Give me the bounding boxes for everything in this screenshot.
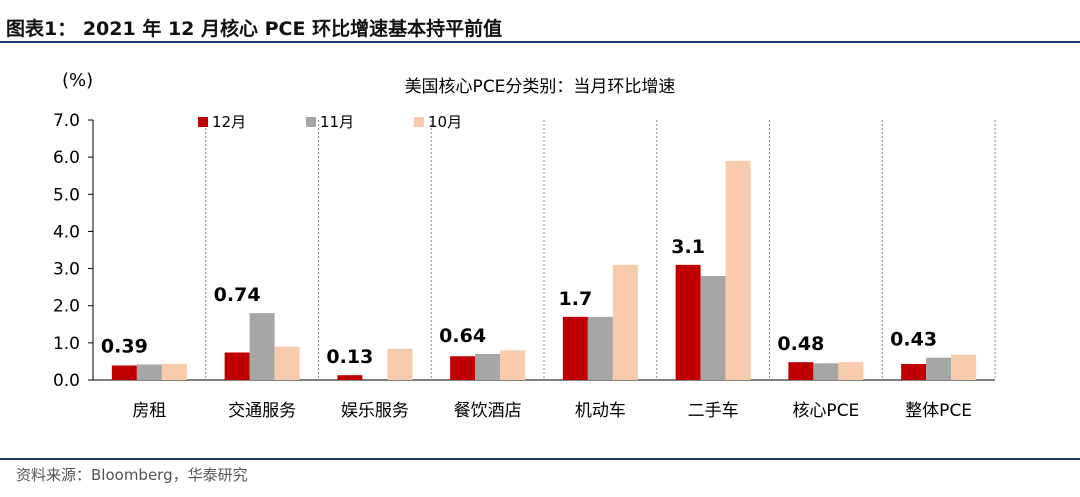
data-labels: 0.39 0.74 0.13 0.64 1.7 3.1 0.48 0.43	[101, 236, 937, 368]
bar-10月	[274, 346, 300, 380]
y-tick-label: 4.0	[53, 222, 80, 242]
bar-11月	[926, 357, 952, 380]
legend-swatch	[306, 117, 316, 127]
y-tick-label: 5.0	[53, 185, 80, 205]
data-label: 3.1	[671, 236, 705, 258]
data-label: 0.48	[777, 333, 824, 355]
bar-11月	[587, 316, 613, 380]
category-label: 核心PCE	[792, 401, 859, 421]
bar-10月	[387, 348, 413, 380]
y-tick-label: 2.0	[53, 297, 80, 317]
bar-12月	[901, 364, 927, 380]
top-rule	[0, 41, 1080, 43]
axes: 0.0 1.0 2.0 3.0 4.0 5.0 6.0 7.0 房租 交通服务 娱乐服务 餐饮酒店 机动…	[53, 111, 995, 421]
category-label: 机动车	[575, 401, 626, 421]
bar-10月	[725, 160, 751, 380]
category-separators	[205, 120, 996, 380]
bar-12月	[111, 365, 137, 380]
category-label: 娱乐服务	[341, 401, 409, 421]
bar-11月	[475, 354, 501, 380]
legend-swatch	[198, 117, 208, 127]
legend-label: 12月	[212, 113, 246, 131]
bars	[111, 160, 977, 380]
y-tick-label: 3.0	[53, 260, 80, 280]
y-tick-label: 6.0	[53, 148, 80, 168]
legend-swatch	[414, 117, 424, 127]
bar-12月	[562, 316, 588, 380]
category-label: 房租	[132, 401, 166, 421]
y-tick-label: 0.0	[53, 371, 80, 391]
bar-11月	[700, 276, 726, 380]
bar-11月	[813, 363, 839, 380]
figure-title: 图表1： 2021 年 12 月核心 PCE 环比增速基本持平前值	[6, 18, 503, 40]
data-label: 0.43	[890, 329, 937, 351]
data-label: 0.39	[101, 335, 148, 357]
data-label: 1.7	[559, 288, 593, 310]
data-label: 0.64	[439, 325, 486, 347]
bar-10月	[161, 364, 187, 380]
bar-11月	[136, 364, 162, 380]
bar-12月	[337, 375, 363, 380]
category-label: 整体PCE	[905, 401, 972, 421]
chart-title: 美国核心PCE分类别：当月环比增速	[405, 77, 676, 97]
data-label: 0.13	[326, 346, 373, 368]
bar-12月	[224, 352, 250, 380]
bar-10月	[951, 354, 977, 380]
legend-label: 10月	[428, 113, 462, 131]
data-label: 0.74	[214, 284, 261, 306]
bar-10月	[500, 350, 526, 380]
bar-12月	[450, 356, 476, 380]
source-note: 资料来源：Bloomberg，华泰研究	[16, 466, 248, 484]
category-label: 交通服务	[228, 401, 296, 421]
y-tick-label: 1.0	[53, 334, 80, 354]
bar-12月	[675, 264, 701, 380]
bar-10月	[838, 362, 864, 380]
y-tick-label: 7.0	[53, 111, 80, 131]
category-label: 二手车	[688, 401, 739, 421]
bar-12月	[788, 362, 814, 380]
bar-10月	[612, 264, 638, 380]
bottom-rule	[0, 458, 1080, 460]
legend-label: 11月	[320, 113, 354, 131]
legend: 12月 11月 10月	[198, 113, 462, 131]
category-label: 餐饮酒店	[454, 401, 522, 421]
bar-11月	[249, 313, 275, 380]
y-unit-label: (%)	[62, 70, 93, 91]
